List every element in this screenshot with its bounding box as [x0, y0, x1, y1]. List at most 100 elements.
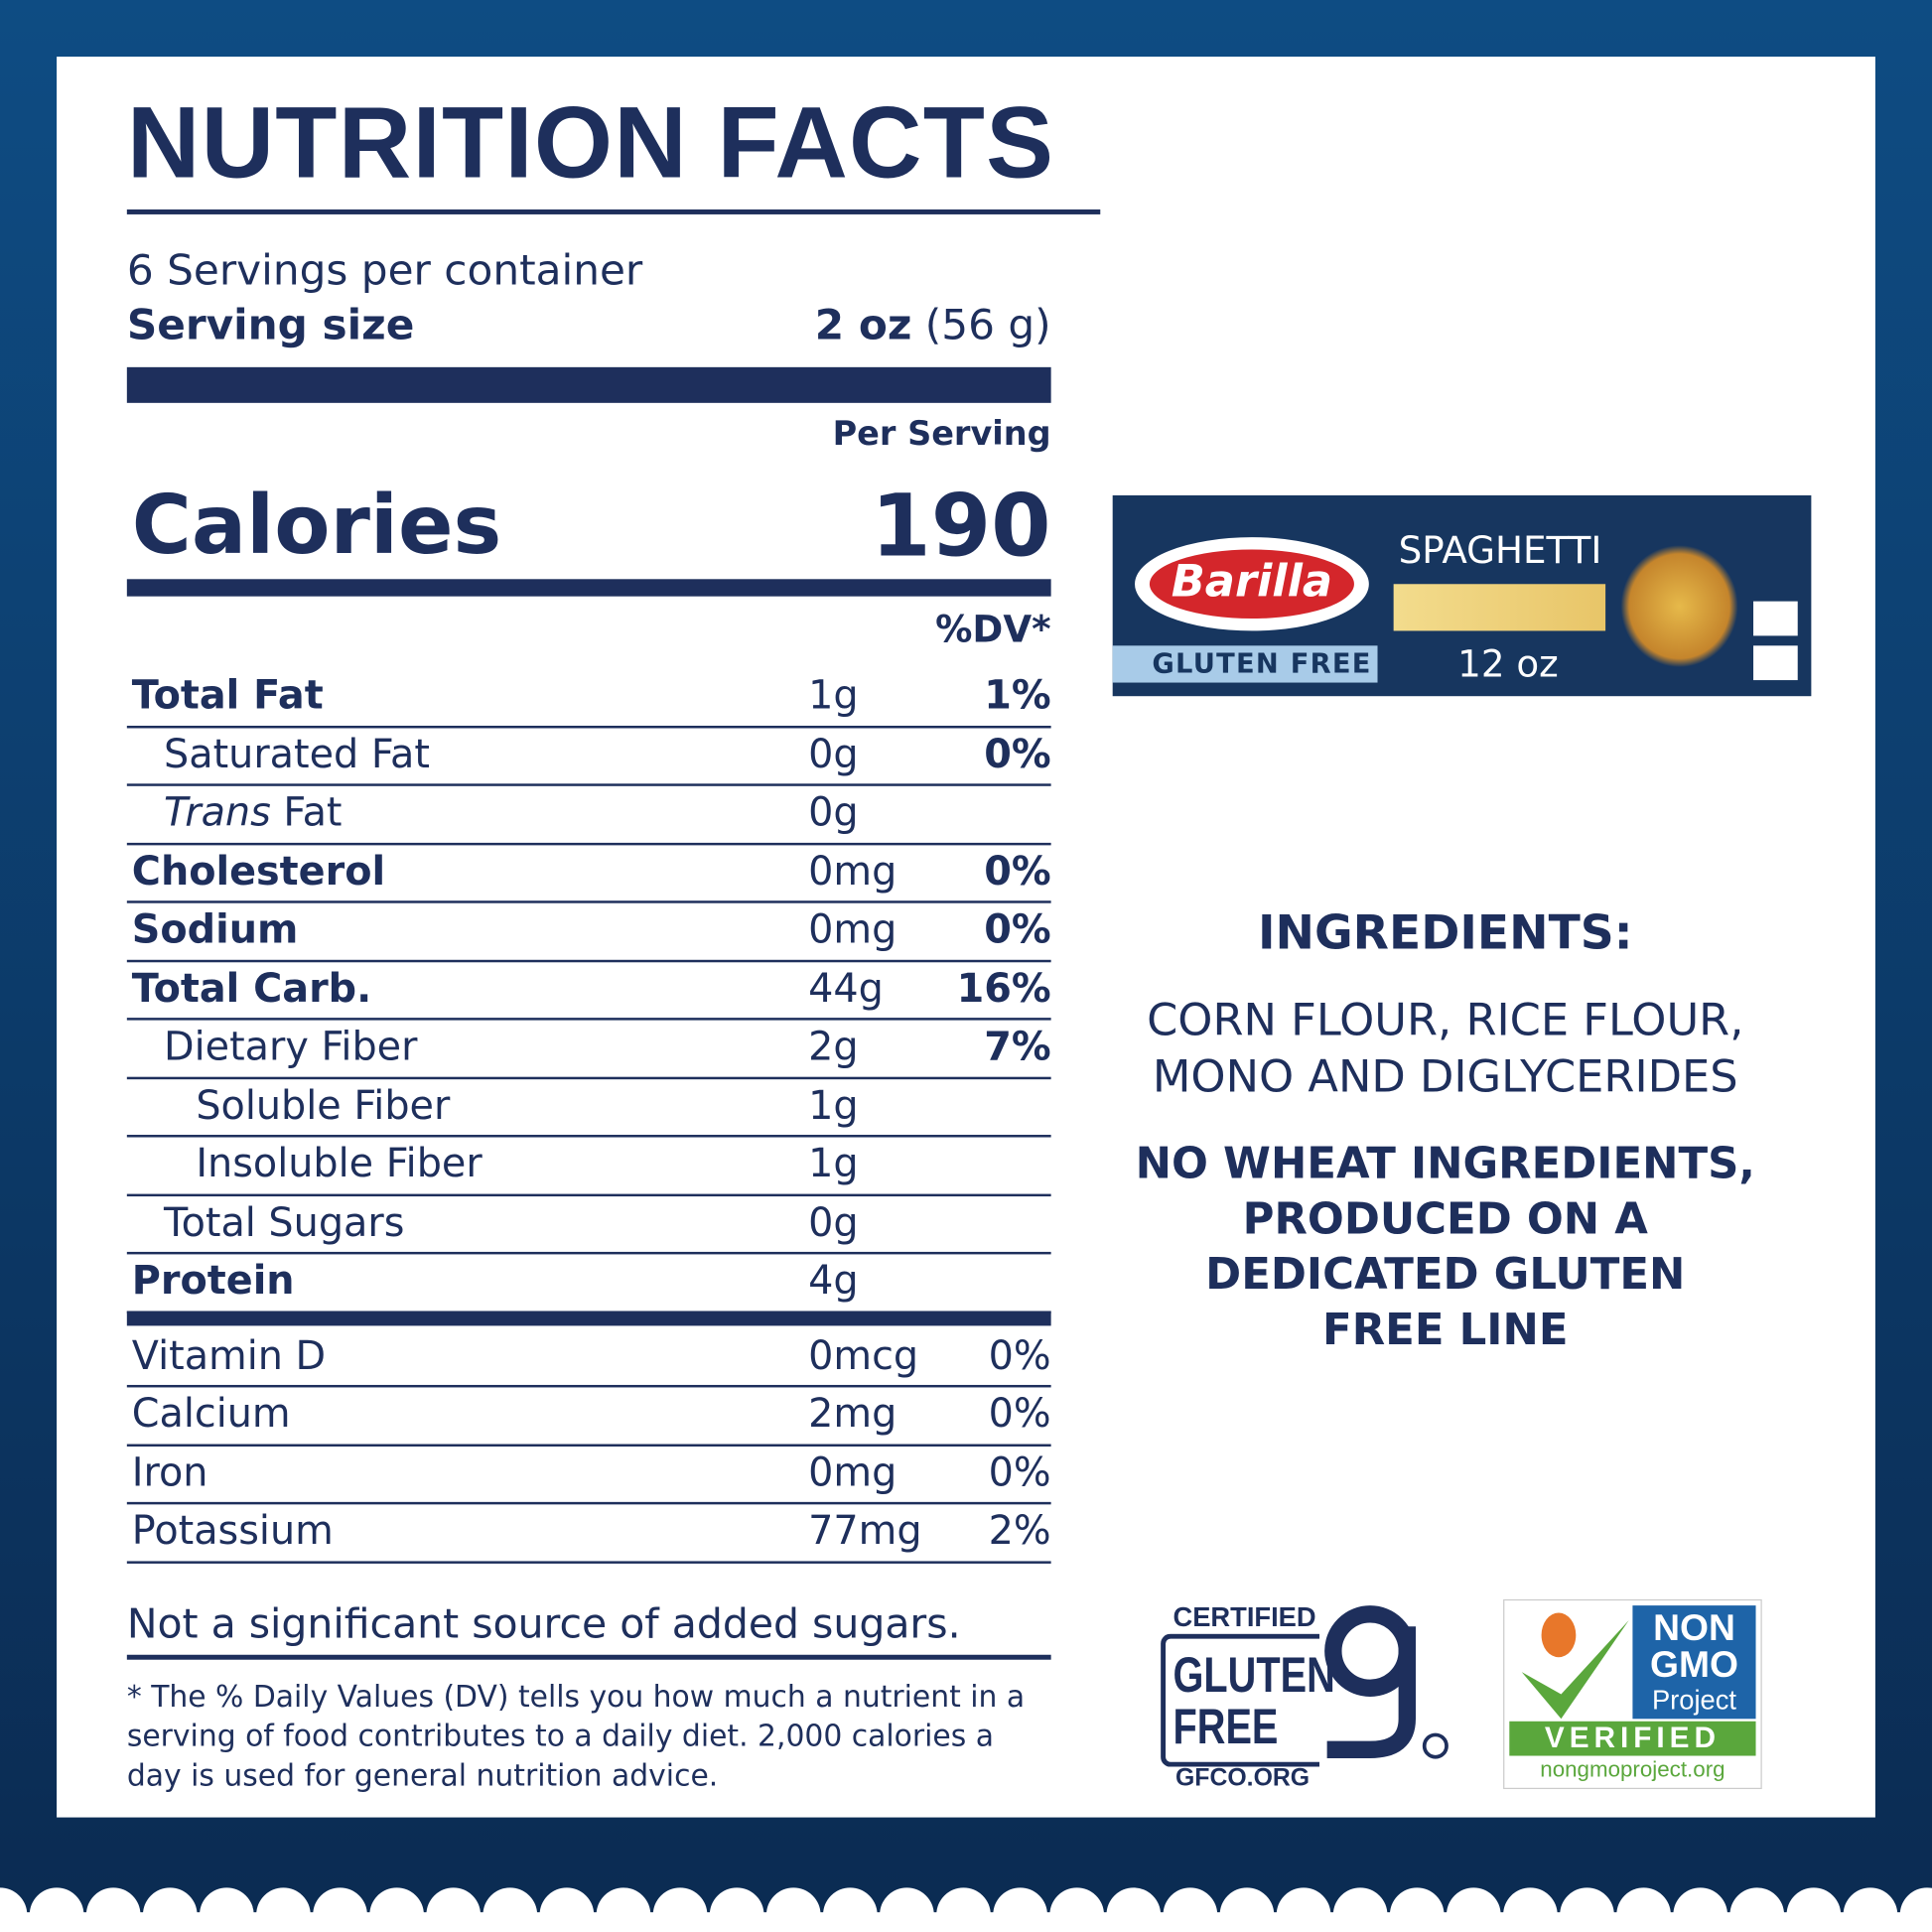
wave — [0, 1887, 28, 1932]
vitamin-amount: 0mg — [808, 1448, 897, 1496]
wave — [1899, 1887, 1932, 1932]
nongmo-line3: Project — [1651, 1684, 1736, 1716]
nutrient-label-italic: Trans — [164, 788, 271, 836]
nongmo-blue — [1632, 1605, 1756, 1720]
nongmo-line1: NON — [1653, 1607, 1735, 1649]
gfco-frame — [1161, 1633, 1320, 1767]
nutrient-label: Insoluble Fiber — [196, 1140, 482, 1186]
badge-bg — [1112, 645, 1378, 683]
nutrient-row: Total Sugars 0g — [126, 1195, 1051, 1255]
nutrient-label-text: Total Sugars — [164, 1197, 405, 1246]
g-bowl — [1324, 1605, 1416, 1697]
wave — [313, 1887, 367, 1932]
pasta-plate — [1620, 544, 1739, 668]
vitamin-label: Calcium — [131, 1389, 291, 1438]
wave — [29, 1887, 84, 1932]
vitamin-amount: 2mg — [808, 1389, 897, 1438]
mini-logo — [1753, 645, 1798, 681]
thick-bar — [126, 1310, 1051, 1325]
title: NUTRITION FACTS — [126, 87, 1055, 201]
note-line: DEDICATED GLUTEN — [1205, 1250, 1686, 1301]
calories-value: 190 — [871, 476, 1051, 577]
wave — [483, 1887, 538, 1932]
nongmo-verified: VERIFIED — [1509, 1721, 1756, 1756]
wave — [1729, 1887, 1785, 1932]
product-size: 12 oz — [1457, 642, 1559, 687]
nutrient-label: Saturated Fat — [164, 730, 430, 776]
nutrient-label-text: Insoluble Fiber — [196, 1139, 483, 1187]
wave — [426, 1887, 482, 1932]
serving-size: 2 oz (56 g) — [620, 301, 1051, 350]
nutrient-row: Soluble Fiber 1g — [126, 1079, 1051, 1138]
gfco-top: CERTIFIED — [1173, 1601, 1316, 1633]
wave — [1332, 1887, 1388, 1932]
servings-per-container: 6 Servings per container — [126, 246, 643, 296]
badge: GLUTEN FREE — [1152, 649, 1372, 681]
nutrient-amount: 0g — [808, 788, 859, 836]
ingredients-line: CORN FLOUR, RICE FLOUR, — [1147, 995, 1744, 1046]
vitamin-row: Vitamin D 0mcg 0% — [126, 1328, 1051, 1388]
wave — [1843, 1887, 1898, 1932]
registered — [1422, 1732, 1449, 1759]
serving-size-label: Serving size — [126, 300, 415, 350]
wave — [709, 1887, 764, 1932]
nongmo-line2: GMO — [1649, 1644, 1738, 1686]
medium-bar — [126, 579, 1051, 597]
wave — [936, 1887, 991, 1932]
ingredients-title: INGREDIENTS: — [1257, 905, 1633, 960]
wave — [1503, 1887, 1558, 1932]
dv-header: %DV* — [935, 609, 1051, 652]
wave — [1447, 1887, 1501, 1932]
wave — [993, 1887, 1047, 1932]
wave — [1276, 1887, 1331, 1932]
wave — [1786, 1887, 1842, 1932]
wave — [369, 1887, 424, 1932]
nutrient-amount: 0mg — [808, 905, 897, 953]
ingredients-line: MONO AND DIGLYCERIDES — [1152, 1051, 1738, 1103]
vitamin-dv: 0% — [988, 1330, 1051, 1379]
wave — [142, 1887, 198, 1932]
wave — [1163, 1887, 1218, 1932]
wave — [1673, 1887, 1727, 1932]
nutrient-dv: 0% — [984, 730, 1051, 777]
nutrient-label-text: Sodium — [131, 905, 299, 953]
vitamin-row: Calcium 2mg 0% — [126, 1387, 1051, 1447]
product-name: SPAGHETTI — [1398, 529, 1602, 574]
mini-logo — [1753, 601, 1798, 636]
wave — [652, 1887, 708, 1932]
added-sugars-note: Not a significant source of added sugars… — [126, 1598, 961, 1648]
nutrient-row: Saturated Fat 0g 0% — [126, 728, 1051, 786]
vitamin-label: Potassium — [131, 1506, 334, 1554]
nutrient-label-text: Saturated Fat — [164, 730, 430, 777]
wave — [85, 1887, 141, 1932]
wave — [1560, 1887, 1614, 1932]
nutrient-dv: 16% — [956, 964, 1051, 1012]
nutrient-label-text: Total Carb. — [131, 964, 372, 1012]
nutrient-amount: 0mg — [808, 847, 897, 895]
wave — [596, 1887, 651, 1932]
nutrient-label: Cholesterol — [132, 847, 385, 894]
per-serving: Per Serving — [832, 415, 1051, 454]
brand: Barilla — [1171, 556, 1333, 608]
nutrient-label: Total Carb. — [132, 964, 371, 1011]
vitamin-row: Potassium 77mg 2% — [126, 1504, 1051, 1564]
nutrient-amount: 1g — [808, 1139, 859, 1187]
nutrient-amount: 1g — [808, 1081, 859, 1129]
gfco-line2: FREE — [1173, 1700, 1279, 1755]
nutrient-row: Cholesterol 0mg 0% — [126, 845, 1051, 903]
thick-bar — [126, 366, 1051, 403]
product-box: GLUTEN FREE Barilla SPAGHETTI 12 oz — [1112, 494, 1812, 697]
wave — [765, 1887, 821, 1932]
nutrient-label-text: Cholesterol — [131, 847, 386, 895]
nutrient-label: Protein — [132, 1257, 295, 1304]
gfco-logo: CERTIFIED GLUTEN FREE GFCO.ORG — [1161, 1601, 1450, 1792]
rule — [126, 1654, 1051, 1660]
nutrient-label: Total Sugars — [164, 1198, 404, 1245]
nutrient-amount: 4g — [808, 1256, 859, 1305]
gfco-url: GFCO.ORG — [1174, 1764, 1311, 1792]
vitamin-dv: 0% — [988, 1448, 1051, 1496]
nutrient-label-text: Fat — [283, 788, 343, 836]
nutrient-row: Total Carb. 44g 16% — [126, 962, 1051, 1021]
